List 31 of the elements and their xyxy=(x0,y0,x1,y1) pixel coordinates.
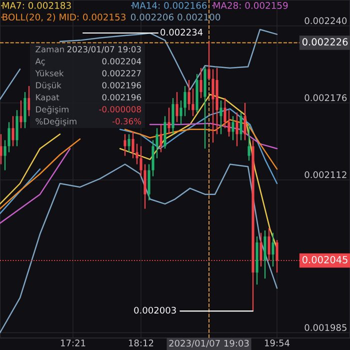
annotation: -0.36% xyxy=(112,118,142,124)
annotation: Yüksek xyxy=(35,70,64,76)
y-tick-label: 0.001985 xyxy=(304,324,346,331)
legend-label: BOLL(20, 2) MID: 0.002153 xyxy=(2,13,126,22)
x-tick-label: 19:54 xyxy=(264,340,290,346)
y-tick-label: 0.002112 xyxy=(304,171,346,178)
legend-label: MA14: 0.002166 xyxy=(132,2,207,9)
annotation: 0.002003 xyxy=(134,306,176,314)
annotation: Aç xyxy=(35,58,45,66)
annotation: Kapat xyxy=(36,94,60,102)
x-tick-label: 18:12 xyxy=(128,340,154,346)
ref-line-label: 2023/01/07 19:03 xyxy=(169,340,249,348)
legend-label: MA7: 0.002183 xyxy=(2,2,71,9)
ref-line-label: 0.002045 xyxy=(302,256,348,264)
annotation: 0.002196 xyxy=(102,94,141,100)
annotation: Düşük xyxy=(36,82,62,90)
legend-label: MA28: 0.002159 xyxy=(214,2,288,9)
annotation: 0.002234 xyxy=(160,28,203,36)
annotation: Zaman xyxy=(36,46,64,52)
annotation: -0.000008 xyxy=(99,106,141,112)
x-tick-label: 17:21 xyxy=(60,340,86,346)
annotation: 0.002206 0.002100 xyxy=(130,14,220,21)
annotation: %Değişim xyxy=(36,118,76,126)
y-tick-label: 0.002240 xyxy=(304,17,347,24)
annotation: Değişim xyxy=(36,106,68,114)
annotation: 0.002227 xyxy=(102,70,141,76)
annotation: 0.002196 xyxy=(102,82,141,88)
annotation: 2023/01/07 19:03 xyxy=(67,46,141,54)
annotation: 0.002204 xyxy=(102,58,142,64)
y-tick-label: 0.002176 xyxy=(304,94,347,102)
ref-line-label: 0.002226 xyxy=(302,38,348,46)
